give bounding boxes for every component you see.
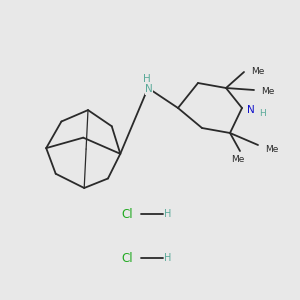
Text: Me: Me: [261, 86, 274, 95]
Text: Me: Me: [265, 146, 278, 154]
Text: N: N: [247, 105, 255, 115]
Text: Me: Me: [251, 67, 264, 76]
Text: Me: Me: [231, 154, 245, 164]
Text: H: H: [260, 109, 266, 118]
Text: N: N: [145, 84, 153, 94]
Text: H: H: [143, 74, 151, 84]
Text: H: H: [164, 253, 172, 263]
Text: Cl: Cl: [121, 208, 133, 220]
Text: H: H: [164, 209, 172, 219]
Text: Cl: Cl: [121, 251, 133, 265]
